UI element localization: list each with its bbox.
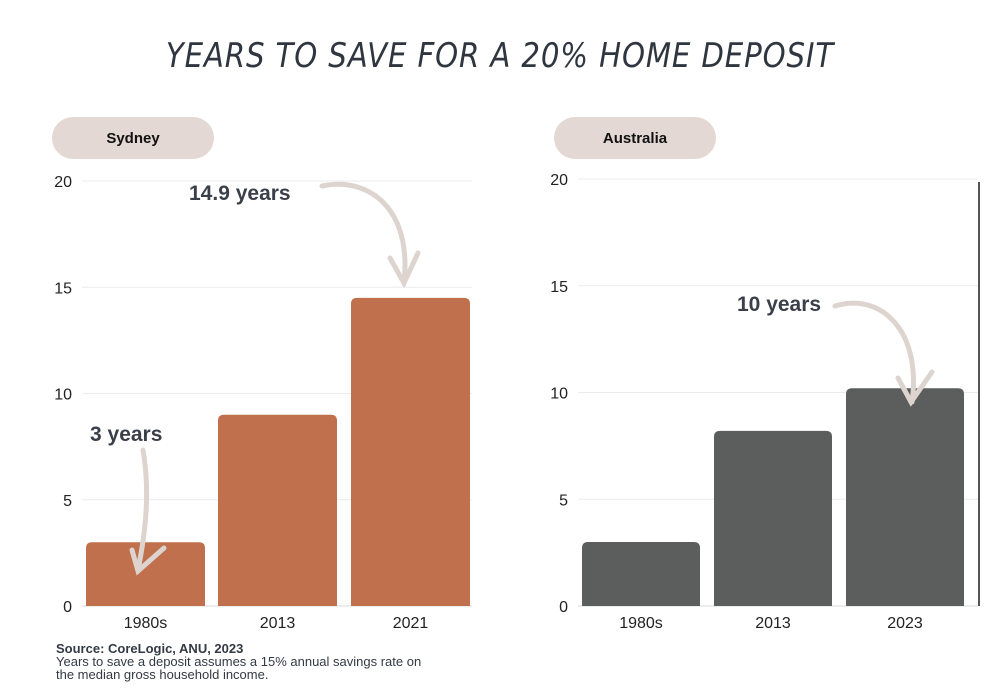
australia-annotation-10-years: 10 years	[737, 293, 821, 316]
sydney-x-tick-label: 1980s	[124, 615, 168, 632]
australia-bar-1980s	[582, 541, 700, 606]
sydney-y-tick-label: 10	[54, 387, 72, 404]
source-title: Source: CoreLogic, ANU, 2023	[56, 641, 244, 656]
sydney-arrow-14-9	[319, 181, 408, 285]
sydney-y-tick-label: 15	[54, 280, 72, 297]
sydney-x-tick-label: 2021	[393, 615, 429, 632]
sydney-bar-1980s	[86, 542, 205, 606]
australia-panel-label: Australia	[554, 117, 716, 159]
sydney-panel-label: Sydney	[52, 117, 214, 159]
australia-bar-2013	[714, 430, 832, 606]
australia-y-tick-label: 15	[550, 279, 568, 296]
sydney-bar-2013	[218, 414, 337, 606]
australia-arrowhead-10	[895, 369, 935, 407]
australia-y-tick-label: 5	[559, 492, 568, 509]
australia-bar-2023	[846, 388, 964, 606]
sydney-arrowhead-14-9	[387, 250, 421, 289]
sydney-y-tick-label: 0	[63, 599, 72, 616]
sydney-annotation-14-9-years: 14.9 years	[189, 182, 291, 205]
source-note-line-1: Years to save a deposit assumes a 15% an…	[56, 654, 422, 669]
australia-x-tick-label: 2023	[887, 615, 923, 632]
sydney-bar-2021	[351, 297, 470, 606]
sydney-y-tick-label: 5	[63, 493, 72, 510]
sydney-arrow-3	[135, 447, 150, 573]
source-note-line-2: the median gross household income.	[56, 667, 269, 682]
australia-x-tick-label: 1980s	[619, 615, 663, 632]
sydney-x-tick-label: 2013	[260, 615, 296, 632]
australia-y-tick-label: 10	[550, 386, 568, 403]
australia-x-tick-label: 2013	[755, 615, 791, 632]
sydney-annotation-3-years: 3 years	[90, 423, 162, 446]
sydney-arrowhead-3	[129, 545, 167, 576]
sydney-y-tick-label: 20	[54, 174, 72, 191]
australia-arrow-10	[832, 300, 916, 405]
source-note: Source: CoreLogic, ANU, 2023 Years to sa…	[56, 642, 496, 681]
australia-y-tick-label: 0	[559, 599, 568, 616]
australia-y-tick-label: 20	[550, 172, 568, 189]
page-title: YEARS TO SAVE FOR A 20% HOME DEPOSIT	[165, 36, 835, 76]
